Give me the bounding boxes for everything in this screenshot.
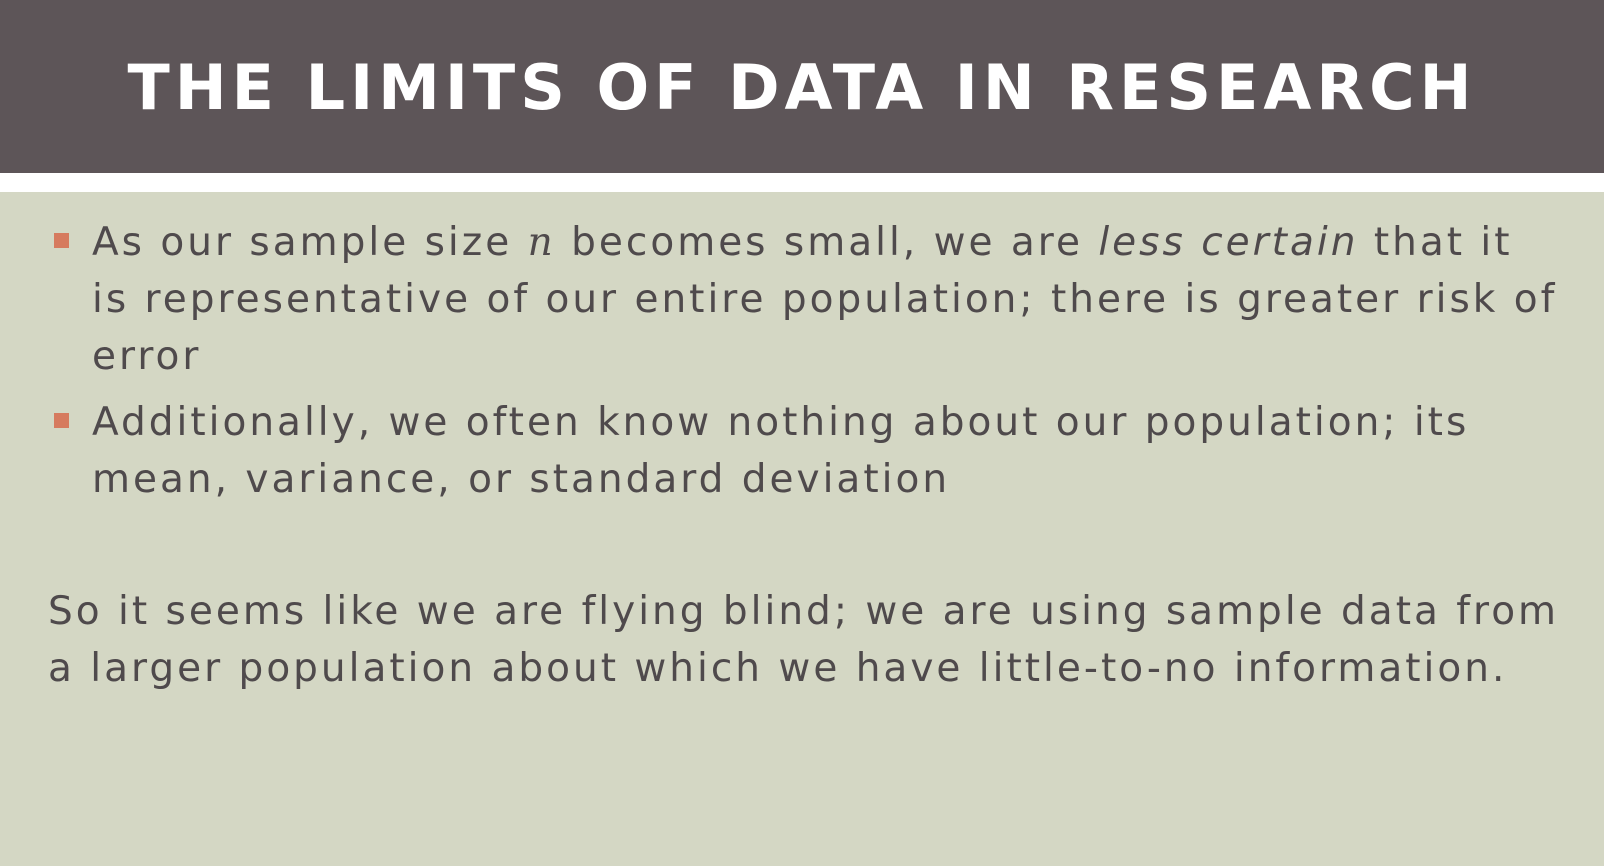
bullet-text: Additionally, we often know nothing abou… <box>92 400 1470 502</box>
slide-title: THE LIMITS OF DATA IN RESEARCH <box>127 51 1477 124</box>
title-bar: THE LIMITS OF DATA IN RESEARCH <box>0 0 1604 173</box>
slide-content: As our sample size n becomes small, we a… <box>0 192 1604 866</box>
bullet-item-sample-size: As our sample size n becomes small, we a… <box>50 214 1560 385</box>
math-variable-n: n <box>527 220 556 265</box>
bullet-text-part1: As our sample size <box>92 220 528 265</box>
bullet-list: As our sample size n becomes small, we a… <box>50 214 1560 517</box>
square-bullet-icon <box>54 233 69 248</box>
bullet-text-part2: becomes small, we are <box>555 220 1099 265</box>
bullet-text-part3: that it is representative of our entire … <box>92 220 1558 379</box>
emphasis-text: less certain <box>1098 220 1359 265</box>
closing-paragraph: So it seems like we are flying blind; we… <box>48 589 1560 691</box>
square-bullet-icon <box>54 413 69 428</box>
bullet-item-population: Additionally, we often know nothing abou… <box>50 394 1560 508</box>
title-divider <box>0 173 1604 192</box>
